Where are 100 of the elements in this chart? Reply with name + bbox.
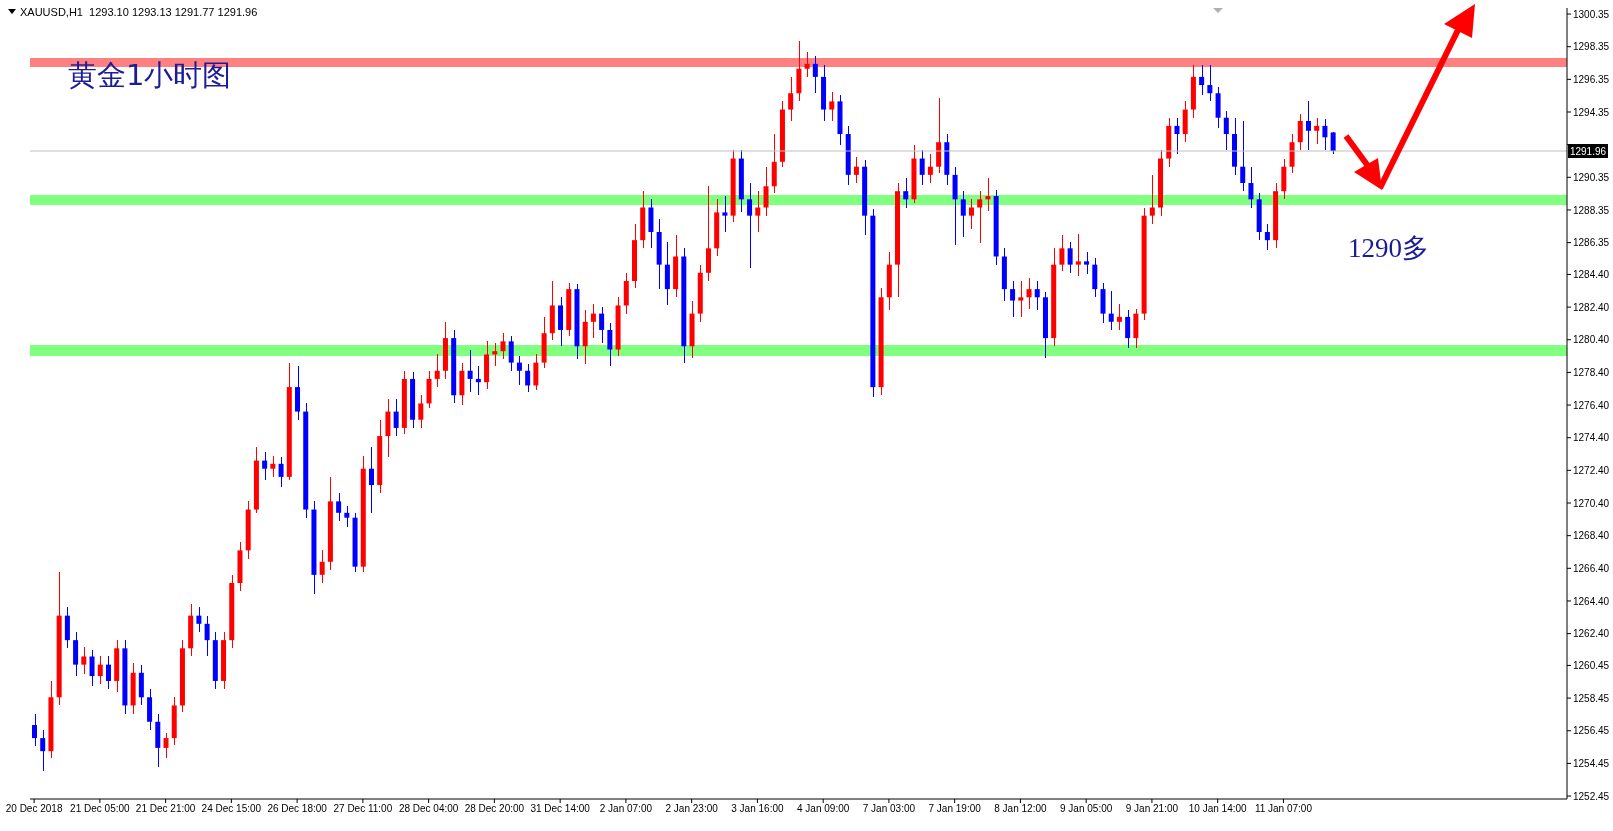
candlestick bbox=[599, 306, 605, 344]
x-tick-label: 2 Jan 23:00 bbox=[665, 803, 719, 815]
candlestick bbox=[475, 365, 481, 397]
candlestick bbox=[1223, 110, 1229, 152]
candlestick bbox=[977, 190, 983, 245]
candlestick bbox=[1297, 113, 1303, 152]
candlestick bbox=[960, 190, 966, 238]
y-tick-label: 1288.35 bbox=[1573, 204, 1610, 216]
y-tick-label: 1274.40 bbox=[1573, 432, 1610, 444]
candlestick bbox=[1248, 165, 1254, 209]
candlestick bbox=[40, 729, 46, 772]
candlestick bbox=[804, 51, 810, 78]
candlestick bbox=[969, 198, 974, 230]
y-tick-label: 1264.40 bbox=[1573, 595, 1610, 607]
candlestick bbox=[319, 549, 325, 584]
x-tick-label: 2 Jan 07:00 bbox=[599, 803, 653, 815]
x-tick-label: 27 Dec 11:00 bbox=[333, 803, 393, 815]
candlestick bbox=[1018, 280, 1024, 318]
candlestick bbox=[336, 492, 342, 522]
candlestick bbox=[344, 505, 350, 529]
candlestick bbox=[393, 397, 399, 437]
candlestick bbox=[418, 394, 424, 429]
candlestick bbox=[1067, 241, 1073, 274]
candlestick bbox=[81, 645, 87, 676]
candlestick bbox=[812, 54, 818, 94]
candlestick bbox=[105, 655, 111, 690]
y-tick-label: 1294.35 bbox=[1573, 106, 1610, 118]
candlestick bbox=[467, 348, 473, 393]
y-tick-label: 1272.40 bbox=[1573, 464, 1610, 476]
candlestick bbox=[1026, 276, 1032, 310]
candlestick bbox=[1240, 120, 1246, 192]
candlestick bbox=[204, 614, 210, 658]
y-tick-label: 1252.45 bbox=[1573, 790, 1610, 802]
candlestick bbox=[533, 353, 539, 392]
candlestick bbox=[590, 303, 596, 339]
x-tick-label: 24 Dec 15:00 bbox=[201, 803, 262, 815]
x-tick-label: 8 Jan 12:00 bbox=[994, 803, 1047, 815]
candlestick bbox=[262, 451, 268, 481]
candlestick bbox=[1034, 280, 1040, 312]
candlestick bbox=[89, 649, 95, 687]
candlestick bbox=[500, 332, 506, 361]
candlestick bbox=[1010, 280, 1016, 318]
candlestick bbox=[1116, 303, 1122, 331]
y-tick-label: 1266.40 bbox=[1573, 562, 1610, 574]
y-tick-label: 1278.40 bbox=[1573, 366, 1610, 378]
candlestick bbox=[1264, 223, 1270, 251]
candlestick bbox=[163, 732, 169, 759]
x-tick-label: 9 Jan 05:00 bbox=[1060, 803, 1113, 815]
y-tick-label: 1270.40 bbox=[1573, 497, 1610, 509]
x-tick-label: 11 Jan 07:00 bbox=[1254, 803, 1313, 815]
candlestick bbox=[985, 177, 991, 212]
candlestick bbox=[1314, 116, 1320, 145]
text: 黄金1小时图 bbox=[68, 57, 232, 94]
candlestick bbox=[919, 149, 925, 186]
candlestick bbox=[747, 182, 753, 269]
candlestick bbox=[927, 152, 933, 184]
y-tick-label: 1282.40 bbox=[1573, 301, 1610, 313]
candlestick bbox=[516, 355, 522, 387]
y-tick-label: 1296.35 bbox=[1573, 73, 1610, 85]
candlestick bbox=[755, 190, 761, 233]
candlestick bbox=[853, 156, 859, 184]
candlestick bbox=[1174, 116, 1180, 155]
candlestick bbox=[97, 655, 103, 685]
x-tick-label: 3 Jan 16:00 bbox=[731, 803, 784, 815]
x-tick-label: 9 Jan 21:00 bbox=[1125, 803, 1179, 815]
candlestick bbox=[829, 90, 835, 122]
candlestick bbox=[525, 363, 531, 393]
candlestick bbox=[1075, 232, 1081, 277]
candlestick bbox=[788, 76, 794, 122]
x-tick-label: 28 Dec 04:00 bbox=[398, 803, 459, 815]
y-tick-label: 1262.40 bbox=[1573, 628, 1610, 640]
y-tick-label: 1280.40 bbox=[1573, 334, 1610, 346]
y-tick-label: 1276.40 bbox=[1573, 399, 1610, 411]
y-tick-label: 1284.40 bbox=[1573, 268, 1610, 280]
x-tick-label: 7 Jan 19:00 bbox=[928, 803, 982, 815]
candlestick bbox=[270, 454, 276, 478]
candlestick bbox=[1084, 250, 1090, 276]
x-tick-label: 28 Dec 20:00 bbox=[464, 803, 525, 815]
candlestick bbox=[492, 342, 498, 367]
y-tick-label: 1258.45 bbox=[1573, 692, 1610, 704]
candlestick bbox=[903, 177, 909, 209]
candlestick bbox=[763, 165, 769, 217]
candlestick bbox=[1207, 64, 1213, 103]
y-tick-label: 1300.35 bbox=[1573, 8, 1610, 20]
y-tick-label: 1290.35 bbox=[1573, 171, 1610, 183]
ref-line-label: 1291.96 bbox=[1569, 146, 1607, 158]
annotation: 1290多 bbox=[1348, 232, 1429, 265]
candlestick bbox=[1149, 174, 1155, 225]
candlestick bbox=[1108, 290, 1114, 331]
y-tick-label: 1268.40 bbox=[1573, 530, 1610, 542]
y-tick-label: 1286.35 bbox=[1573, 237, 1610, 249]
candlestick bbox=[1322, 118, 1328, 152]
candlestick bbox=[722, 195, 728, 233]
y-tick-label: 1260.45 bbox=[1573, 660, 1610, 671]
candlestick bbox=[434, 353, 440, 388]
candlestick bbox=[1125, 309, 1131, 349]
x-tick-label: 26 Dec 18:00 bbox=[267, 803, 328, 815]
candlestick bbox=[1199, 64, 1205, 96]
x-tick-label: 20 Dec 2018 bbox=[5, 803, 63, 815]
x-tick-label: 4 Jan 09:00 bbox=[797, 803, 850, 815]
